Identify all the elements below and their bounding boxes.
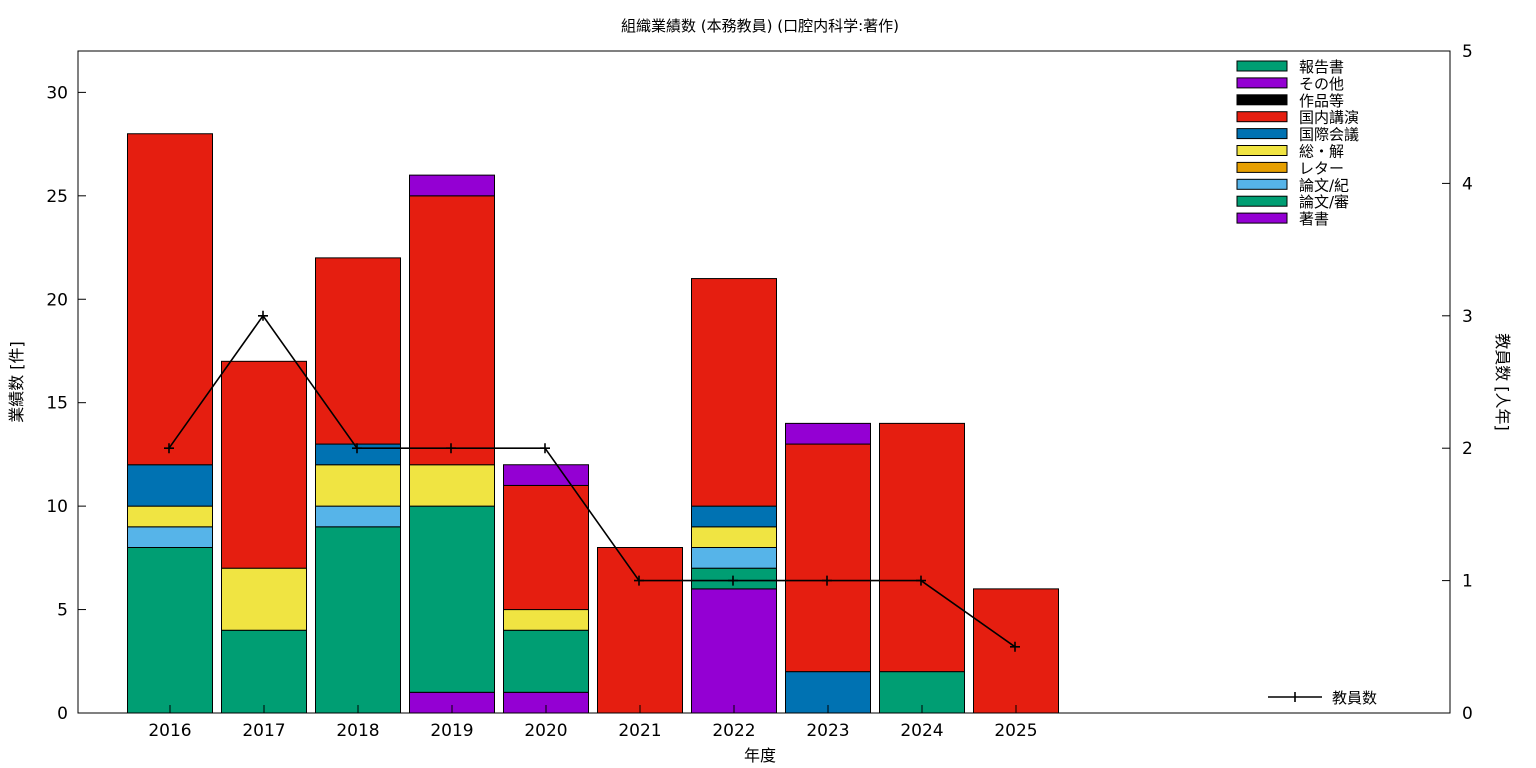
teacher-count-line bbox=[168, 314, 1016, 648]
legend-label: その他 bbox=[1299, 75, 1344, 93]
chart-title: 組織業績数 (本務教員) (口腔内科学:著作) bbox=[621, 17, 899, 35]
x-tick-label: 2019 bbox=[430, 721, 473, 741]
legend-swatch bbox=[1236, 212, 1288, 224]
bar-segment bbox=[221, 629, 307, 714]
teacher-count-point bbox=[258, 310, 268, 321]
bar-segment bbox=[315, 526, 401, 714]
teacher-count-point bbox=[634, 575, 644, 586]
legend-swatch bbox=[1236, 195, 1288, 207]
x-axis-label: 年度 bbox=[744, 746, 776, 765]
legend-label: 総・解 bbox=[1299, 143, 1344, 161]
y-tick-label: 20 bbox=[46, 290, 68, 310]
bar-segment bbox=[221, 360, 307, 569]
x-tick-label: 2020 bbox=[524, 721, 567, 741]
plot-frame bbox=[77, 50, 1451, 714]
legend-swatch bbox=[1236, 111, 1288, 123]
legend-swatch bbox=[1236, 178, 1288, 190]
bar-segment bbox=[879, 422, 965, 673]
bar-segment bbox=[503, 484, 589, 611]
y-tick-label: 15 bbox=[46, 394, 68, 414]
bar-segment bbox=[315, 257, 401, 445]
legend-swatch bbox=[1236, 94, 1288, 106]
y-tick-label: 10 bbox=[46, 497, 68, 517]
x-tick-label: 2016 bbox=[148, 721, 191, 741]
x-tick-label: 2022 bbox=[712, 721, 755, 741]
bar-segment bbox=[127, 133, 213, 466]
bar-segment bbox=[127, 505, 213, 528]
y2-tick-label: 3 bbox=[1462, 307, 1473, 327]
bar-segment bbox=[127, 526, 213, 548]
bar-segment bbox=[691, 547, 777, 569]
teacher-count-point bbox=[822, 575, 832, 586]
legend-swatch bbox=[1236, 60, 1288, 72]
y2-tick-label: 4 bbox=[1462, 174, 1473, 194]
bar-segment bbox=[221, 567, 307, 631]
teacher-count-point bbox=[916, 575, 926, 586]
bar-segment bbox=[409, 464, 495, 507]
y-tick-label: 5 bbox=[57, 601, 68, 621]
x-tick-label: 2021 bbox=[618, 721, 661, 741]
x-tick-label: 2023 bbox=[806, 721, 849, 741]
y-axis-label: 業績数 [件] bbox=[7, 341, 26, 423]
bar-segment bbox=[503, 609, 589, 631]
bar-segment bbox=[127, 464, 213, 507]
legend-line-label: 教員数 bbox=[1332, 689, 1377, 707]
bar-segment bbox=[785, 422, 871, 445]
bar-segment bbox=[691, 526, 777, 548]
legend-label: 論文/審 bbox=[1299, 193, 1349, 211]
bar-segment bbox=[409, 505, 495, 693]
bar-segment bbox=[691, 505, 777, 528]
bar-segment bbox=[691, 588, 777, 714]
legend-swatch bbox=[1236, 145, 1288, 156]
legend-label: 国際会議 bbox=[1299, 126, 1359, 144]
y2-tick-label: 5 bbox=[1462, 42, 1473, 62]
bar-segment bbox=[315, 505, 401, 528]
legend-swatch bbox=[1236, 128, 1288, 140]
bar-segment bbox=[409, 195, 495, 466]
legend-swatch bbox=[1236, 77, 1288, 89]
bar-segment bbox=[127, 547, 213, 714]
legend-label: 国内講演 bbox=[1299, 109, 1359, 127]
teacher-count-point bbox=[540, 443, 550, 454]
teacher-count-point bbox=[164, 443, 174, 454]
teacher-count-point bbox=[728, 575, 738, 586]
x-tick-label: 2024 bbox=[900, 721, 943, 741]
teacher-count-point bbox=[352, 443, 362, 454]
bar-segment bbox=[503, 629, 589, 693]
y2-tick-label: 1 bbox=[1462, 572, 1473, 592]
legend-label: 作品等 bbox=[1299, 92, 1344, 110]
y2-tick-label: 2 bbox=[1462, 439, 1473, 459]
legend-swatch bbox=[1236, 161, 1288, 173]
y2-tick-label: 0 bbox=[1462, 704, 1473, 724]
teacher-count-point bbox=[1010, 641, 1020, 652]
line-layer bbox=[164, 310, 1020, 652]
bars-layer bbox=[127, 133, 1059, 714]
y-tick-label: 25 bbox=[46, 187, 68, 207]
bar-segment bbox=[503, 464, 589, 486]
x-tick-label: 2017 bbox=[242, 721, 285, 741]
legend-label: 著書 bbox=[1299, 210, 1329, 228]
x-tick-label: 2025 bbox=[994, 721, 1037, 741]
x-tick-label: 2018 bbox=[336, 721, 379, 741]
bar-segment bbox=[691, 567, 777, 590]
legend-label: 論文/紀 bbox=[1299, 176, 1349, 194]
y2-axis-label: 教員数 [人年] bbox=[1493, 333, 1512, 431]
y-tick-label: 30 bbox=[46, 83, 68, 103]
bar-segment bbox=[973, 588, 1059, 714]
bar-segment bbox=[597, 547, 683, 714]
y-tick-label: 0 bbox=[57, 704, 68, 724]
legend-label: レター bbox=[1299, 159, 1344, 177]
bar-segment bbox=[691, 278, 777, 507]
legend-label: 報告書 bbox=[1299, 58, 1344, 76]
bar-segment bbox=[315, 443, 401, 466]
bar-segment bbox=[785, 443, 871, 673]
bar-segment bbox=[409, 174, 495, 197]
bar-segment bbox=[315, 464, 401, 507]
teacher-count-point bbox=[446, 443, 456, 454]
